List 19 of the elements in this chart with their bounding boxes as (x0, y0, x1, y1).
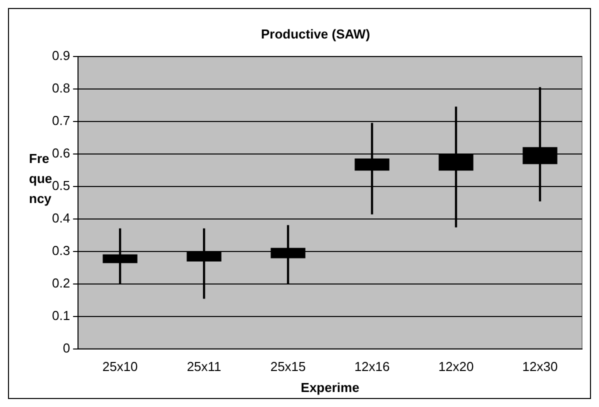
y-tick-label: 0.6 (52, 146, 70, 161)
y-tick-label: 0.2 (52, 275, 70, 290)
y-tick-label: 0.4 (52, 210, 70, 226)
x-tick-label: 12x16 (354, 359, 390, 374)
x-tick-label: 12x20 (438, 359, 474, 374)
chart-title: Productive (SAW) (260, 26, 370, 42)
y-tick-label: 0.3 (52, 242, 70, 258)
y-tick-label: 0.5 (52, 178, 70, 194)
y-tick-label: 0.8 (52, 80, 70, 96)
x-tick-label: 25x10 (102, 359, 138, 374)
x-tick-label: 25x15 (270, 359, 306, 374)
x-tick-label: 12x30 (522, 359, 558, 374)
y-tick-label: 0 (62, 340, 70, 356)
y-tick-label: 0.7 (52, 113, 70, 128)
y-tick-label: 0.9 (52, 48, 70, 64)
x-tick-label: 25x11 (186, 359, 222, 374)
x-axis-title: Experime (300, 380, 360, 395)
y-tick-label: 0.1 (52, 308, 70, 323)
y-axis-title: Frequency (29, 150, 52, 208)
